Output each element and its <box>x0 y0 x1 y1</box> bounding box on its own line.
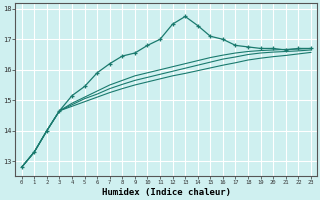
X-axis label: Humidex (Indice chaleur): Humidex (Indice chaleur) <box>102 188 231 197</box>
